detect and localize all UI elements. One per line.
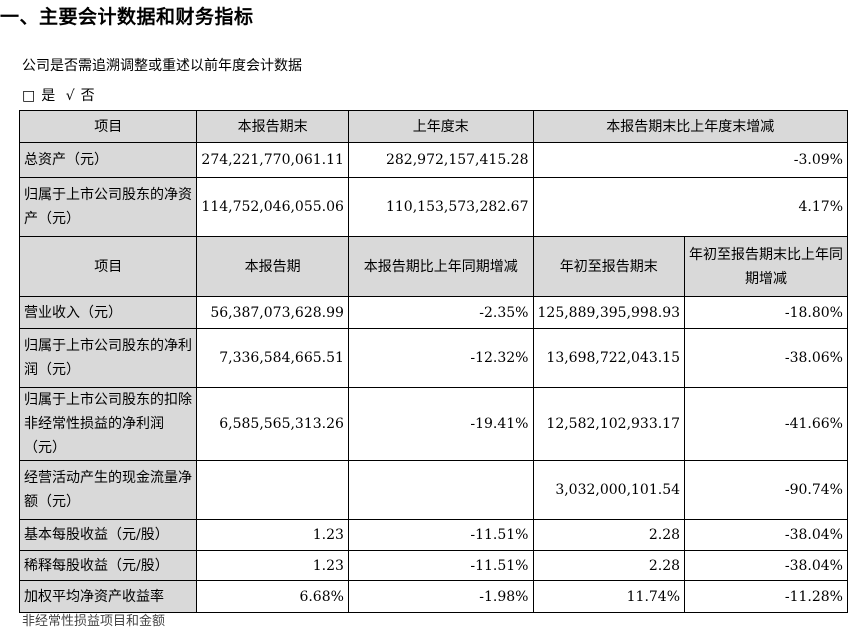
cell-value: 6.68% (196, 580, 349, 613)
table2-header-row: 项目 本报告期 本报告期比上年同期增减 年初至报告期末 年初至报告期末比上年同期… (18, 236, 848, 297)
cell-value: -2.35% (347, 296, 534, 329)
cell-value: 1.23 (196, 519, 349, 551)
cell-value: 125,889,395,998.93 (532, 296, 686, 329)
cell-value: 56,387,073,628.99 (196, 296, 349, 329)
table1-header-last-year-end: 上年度末 (347, 110, 534, 143)
row-label: 稀释每股收益（元/股） (18, 550, 198, 581)
table1-header-change: 本报告期末比上年度末增减 (532, 110, 848, 143)
table-row: 归属于上市公司股东的扣除非经常性损益的净利润（元） 6,585,565,313.… (18, 387, 848, 461)
row-label: 总资产（元） (18, 142, 198, 178)
table1-header-row: 项目 本报告期末 上年度末 本报告期末比上年度末增减 (18, 110, 848, 143)
cell-value: -38.04% (684, 550, 848, 581)
cell-value: -11.51% (347, 550, 534, 581)
restatement-question: 公司是否需追溯调整或重述以前年度会计数据 (22, 58, 302, 74)
cell-value: 114,752,046,055.06 (196, 177, 349, 237)
table2-header-period: 本报告期 (196, 236, 349, 297)
table-row: 总资产（元） 274,221,770,061.11 282,972,157,41… (18, 142, 848, 178)
cell-value: 4.17% (532, 177, 848, 237)
table1-header-period-end: 本报告期末 (196, 110, 349, 143)
footer-section-title: 非经常性损益项目和金额 (22, 614, 166, 629)
row-label: 归属于上市公司股东的扣除非经常性损益的净利润（元） (18, 387, 198, 461)
restatement-answer: □ 是 √ 否 (22, 85, 101, 105)
check-mark-icon: √ (65, 88, 75, 104)
cell-value: -90.74% (684, 460, 848, 520)
cell-value: -3.09% (532, 142, 848, 178)
cell-value: -11.28% (684, 580, 848, 613)
answer-no: 否 (80, 88, 95, 104)
row-label: 归属于上市公司股东的净资产（元） (18, 177, 198, 237)
cell-value: 13,698,722,043.15 (532, 328, 686, 388)
table2-header-ytd-change: 年初至报告期末比上年同期增减 (684, 236, 848, 297)
table-row: 经营活动产生的现金流量净额（元） 3,032,000,101.54 -90.74… (18, 460, 848, 520)
table2-header-ytd: 年初至报告期末 (532, 236, 686, 297)
cell-value: 2.28 (532, 550, 686, 581)
cell-value: 6,585,565,313.26 (196, 387, 349, 461)
cell-value: -1.98% (347, 580, 534, 613)
cell-value: 110,153,573,282.67 (347, 177, 534, 237)
cell-value: -38.04% (684, 519, 848, 551)
table-row: 营业收入（元） 56,387,073,628.99 -2.35% 125,889… (18, 296, 848, 329)
cell-value: 282,972,157,415.28 (347, 142, 534, 178)
cell-value: 7,336,584,665.51 (196, 328, 349, 388)
cell-value: 12,582,102,933.17 (532, 387, 686, 461)
cell-value: 1.23 (196, 550, 349, 581)
cell-value: -38.06% (684, 328, 848, 388)
table-row: 加权平均净资产收益率 6.68% -1.98% 11.74% -11.28% (18, 580, 848, 613)
cell-value: 3,032,000,101.54 (532, 460, 686, 520)
cell-value: -19.41% (347, 387, 534, 461)
cell-value: -12.32% (347, 328, 534, 388)
answer-yes: 是 (41, 88, 56, 104)
cell-value: -11.51% (347, 519, 534, 551)
cell-value: 11.74% (532, 580, 686, 613)
cell-value (347, 460, 534, 520)
table-row: 归属于上市公司股东的净资产（元） 114,752,046,055.06 110,… (18, 177, 848, 237)
cell-value (196, 460, 349, 520)
table2-header-item: 项目 (18, 236, 198, 297)
row-label: 经营活动产生的现金流量净额（元） (18, 460, 198, 520)
row-label: 营业收入（元） (18, 296, 198, 329)
section-title: 一、主要会计数据和财务指标 (0, 6, 254, 28)
table1-header-item: 项目 (18, 110, 198, 143)
cell-value: 2.28 (532, 519, 686, 551)
cell-value: -41.66% (684, 387, 848, 461)
table-row: 归属于上市公司股东的净利润（元） 7,336,584,665.51 -12.32… (18, 328, 848, 388)
row-label: 基本每股收益（元/股） (18, 519, 198, 551)
financial-indicators-table: 项目 本报告期末 上年度末 本报告期末比上年度末增减 总资产（元） 274,22… (18, 110, 848, 613)
cell-value: 274,221,770,061.11 (196, 142, 349, 178)
cell-value: -18.80% (684, 296, 848, 329)
table-row: 稀释每股收益（元/股） 1.23 -11.51% 2.28 -38.04% (18, 550, 848, 581)
row-label: 归属于上市公司股东的净利润（元） (18, 328, 198, 388)
checkbox-empty-icon: □ (22, 88, 36, 104)
table2-header-period-change: 本报告期比上年同期增减 (347, 236, 534, 297)
row-label: 加权平均净资产收益率 (18, 580, 198, 613)
table-row: 基本每股收益（元/股） 1.23 -11.51% 2.28 -38.04% (18, 519, 848, 551)
